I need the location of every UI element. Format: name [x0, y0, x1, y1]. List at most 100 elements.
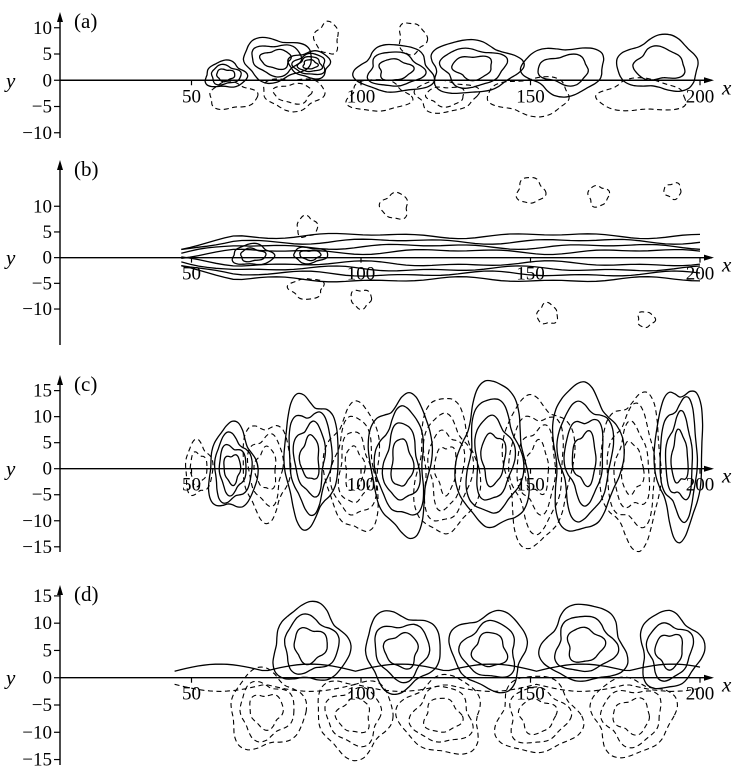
negative-contour [239, 680, 295, 743]
negative-contour [423, 697, 464, 733]
boundary-contour-line [174, 663, 701, 672]
y-tick-label: −10 [22, 123, 52, 144]
positive-contour [292, 420, 327, 498]
positive-contour [296, 55, 324, 73]
y-tick-label: −5 [32, 273, 52, 294]
negative-contour [413, 398, 482, 535]
positive-contour [632, 45, 686, 81]
positive-contour [454, 379, 530, 529]
negative-contour [516, 424, 557, 516]
band-contour-line [181, 243, 701, 254]
positive-contour [283, 613, 340, 675]
y-tick-label: −5 [32, 97, 52, 118]
negative-contour [424, 86, 465, 108]
positive-contour [242, 36, 312, 85]
positive-contour [538, 603, 629, 682]
positive-contour [374, 623, 431, 684]
positive-contour [287, 50, 332, 80]
positive-contour [465, 398, 525, 514]
positive-contour [458, 619, 516, 678]
negative-contour [494, 675, 585, 754]
negative-contour [189, 451, 208, 488]
positive-contour [251, 44, 303, 78]
y-tick-label: 10 [33, 407, 52, 428]
positive-contour [213, 431, 253, 504]
positive-contour [438, 47, 509, 89]
x-tick-label: 200 [686, 86, 715, 107]
negative-contour [322, 400, 381, 533]
positive-contour [293, 626, 328, 666]
negative-contour [413, 79, 481, 114]
positive-contour [240, 247, 267, 263]
y-tick-label: 5 [43, 222, 53, 243]
positive-contour [378, 58, 415, 82]
positive-contour [258, 48, 292, 71]
negative-contour [613, 420, 651, 509]
negative-contour [378, 191, 409, 220]
negative-contour [606, 402, 656, 529]
negative-contour [422, 412, 475, 522]
y-tick-label: 5 [43, 44, 53, 65]
panel-label: (b) [74, 157, 99, 181]
x-axis-label: x [721, 75, 732, 99]
y-axis-label: y [4, 666, 16, 690]
y-axis-label: y [4, 246, 16, 270]
positive-contour [302, 59, 319, 70]
positive-contour [210, 63, 242, 86]
x-tick-label: 50 [182, 86, 201, 107]
negative-contour [246, 433, 284, 508]
positive-contour [474, 414, 517, 501]
negative-contour [337, 431, 373, 504]
positive-contour [571, 430, 597, 488]
negative-contour [329, 415, 378, 516]
negative-contour [398, 22, 429, 56]
negative-contour [344, 445, 366, 492]
band-contour-line [181, 238, 701, 251]
negative-contour [587, 184, 611, 208]
x-tick-label: 100 [347, 86, 376, 107]
x-tick-label: 200 [686, 264, 715, 285]
negative-contour [230, 666, 308, 751]
negative-contour [589, 676, 678, 759]
negative-contour [317, 680, 394, 762]
y-tick-label: −10 [22, 511, 52, 532]
negative-contour [286, 278, 325, 300]
negative-contour [637, 311, 657, 329]
positive-contour [218, 443, 247, 497]
negative-contour [663, 182, 682, 201]
positive-contour [670, 428, 689, 484]
negative-contour [524, 438, 550, 496]
positive-contour [566, 626, 607, 663]
y-tick-label: 10 [33, 196, 52, 217]
positive-contour [470, 631, 509, 668]
positive-contour [299, 249, 322, 262]
positive-contour [430, 38, 525, 95]
negative-contour [536, 301, 559, 325]
x-tick-label: 50 [182, 684, 201, 705]
y-axis-label: y [4, 68, 16, 92]
y-axis-arrow [57, 160, 63, 170]
positive-contour [366, 51, 427, 87]
negative-contour [185, 438, 214, 497]
negative-contour [408, 685, 474, 743]
negative-contour [272, 82, 313, 105]
y-tick-label: 15 [33, 381, 52, 402]
x-tick-label: 100 [347, 684, 376, 705]
x-tick-label: 150 [516, 86, 545, 107]
positive-contour [231, 242, 276, 266]
x-axis-label: x [721, 673, 732, 697]
positive-contour [364, 610, 441, 696]
y-tick-label: −5 [32, 695, 52, 716]
positive-contour [381, 422, 421, 501]
y-tick-label: 5 [43, 640, 53, 661]
positive-contour [553, 615, 620, 673]
positive-contour [293, 246, 329, 265]
y-tick-label: −15 [22, 537, 52, 558]
positive-contour [615, 33, 699, 93]
y-tick-label: 10 [33, 613, 52, 634]
panel-label: (a) [74, 9, 97, 33]
